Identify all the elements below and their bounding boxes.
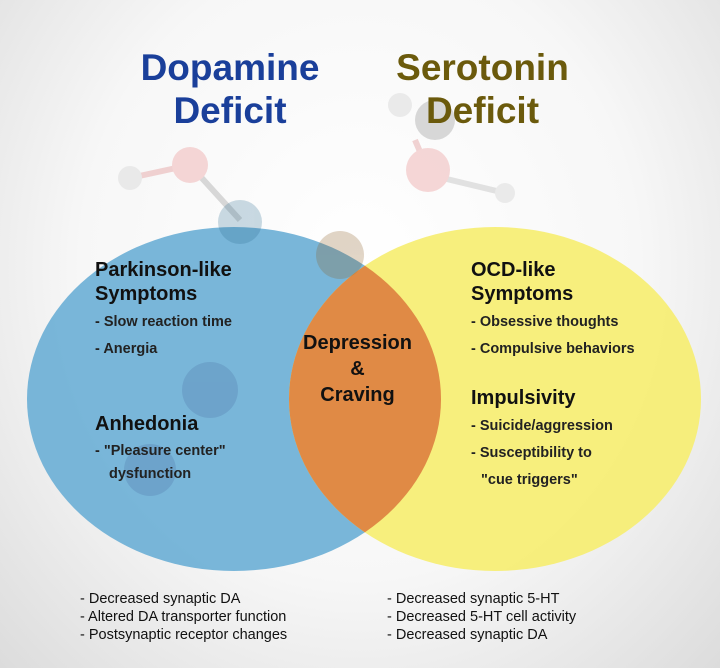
dopamine-deficit-title: Dopamine Deficit [140,47,320,131]
overlap-line: & [350,358,365,380]
ocd-heading: OCD-like Symptoms [471,259,574,305]
footer-item: - Decreased synaptic DA [387,627,548,643]
molecule-decoration [124,200,364,496]
right-item: - Compulsive behaviors [471,341,635,357]
footer-item: - Decreased 5-HT cell activity [387,609,577,625]
overlap-line: Depression [303,332,412,354]
molecule-decoration [118,93,515,223]
dopamine-mechanisms: - Decreased synaptic DA - Altered DA tra… [80,590,287,644]
anhedonia-heading: Anhedonia [95,413,199,435]
footer-item: - Decreased synaptic 5-HT [387,591,560,607]
right-item: - Susceptibility to [471,445,592,461]
right-item: - Obsessive thoughts [471,314,619,330]
left-item: - "Pleasure center" [95,443,226,459]
serotonin-mechanisms: - Decreased synaptic 5-HT - Decreased 5-… [387,590,576,644]
overlap-label: Depression & Craving [280,330,435,408]
overlap-line: Craving [320,384,395,406]
footer-item: - Decreased synaptic DA [80,591,241,607]
footer-item: - Altered DA transporter function [80,609,287,625]
right-item: - Suicide/aggression [471,418,613,434]
impulsivity-heading: Impulsivity [471,387,576,409]
left-item: - Slow reaction time [95,314,232,330]
right-item: "cue triggers" [481,472,578,488]
footer-item: - Postsynaptic receptor changes [80,627,288,643]
parkinson-heading: Parkinson-like Symptoms [95,259,232,305]
serotonin-deficit-title: Serotonin Deficit [396,47,569,131]
left-item: dysfunction [109,466,192,482]
overlap-region [289,227,441,571]
left-item: - Anergia [95,341,158,357]
